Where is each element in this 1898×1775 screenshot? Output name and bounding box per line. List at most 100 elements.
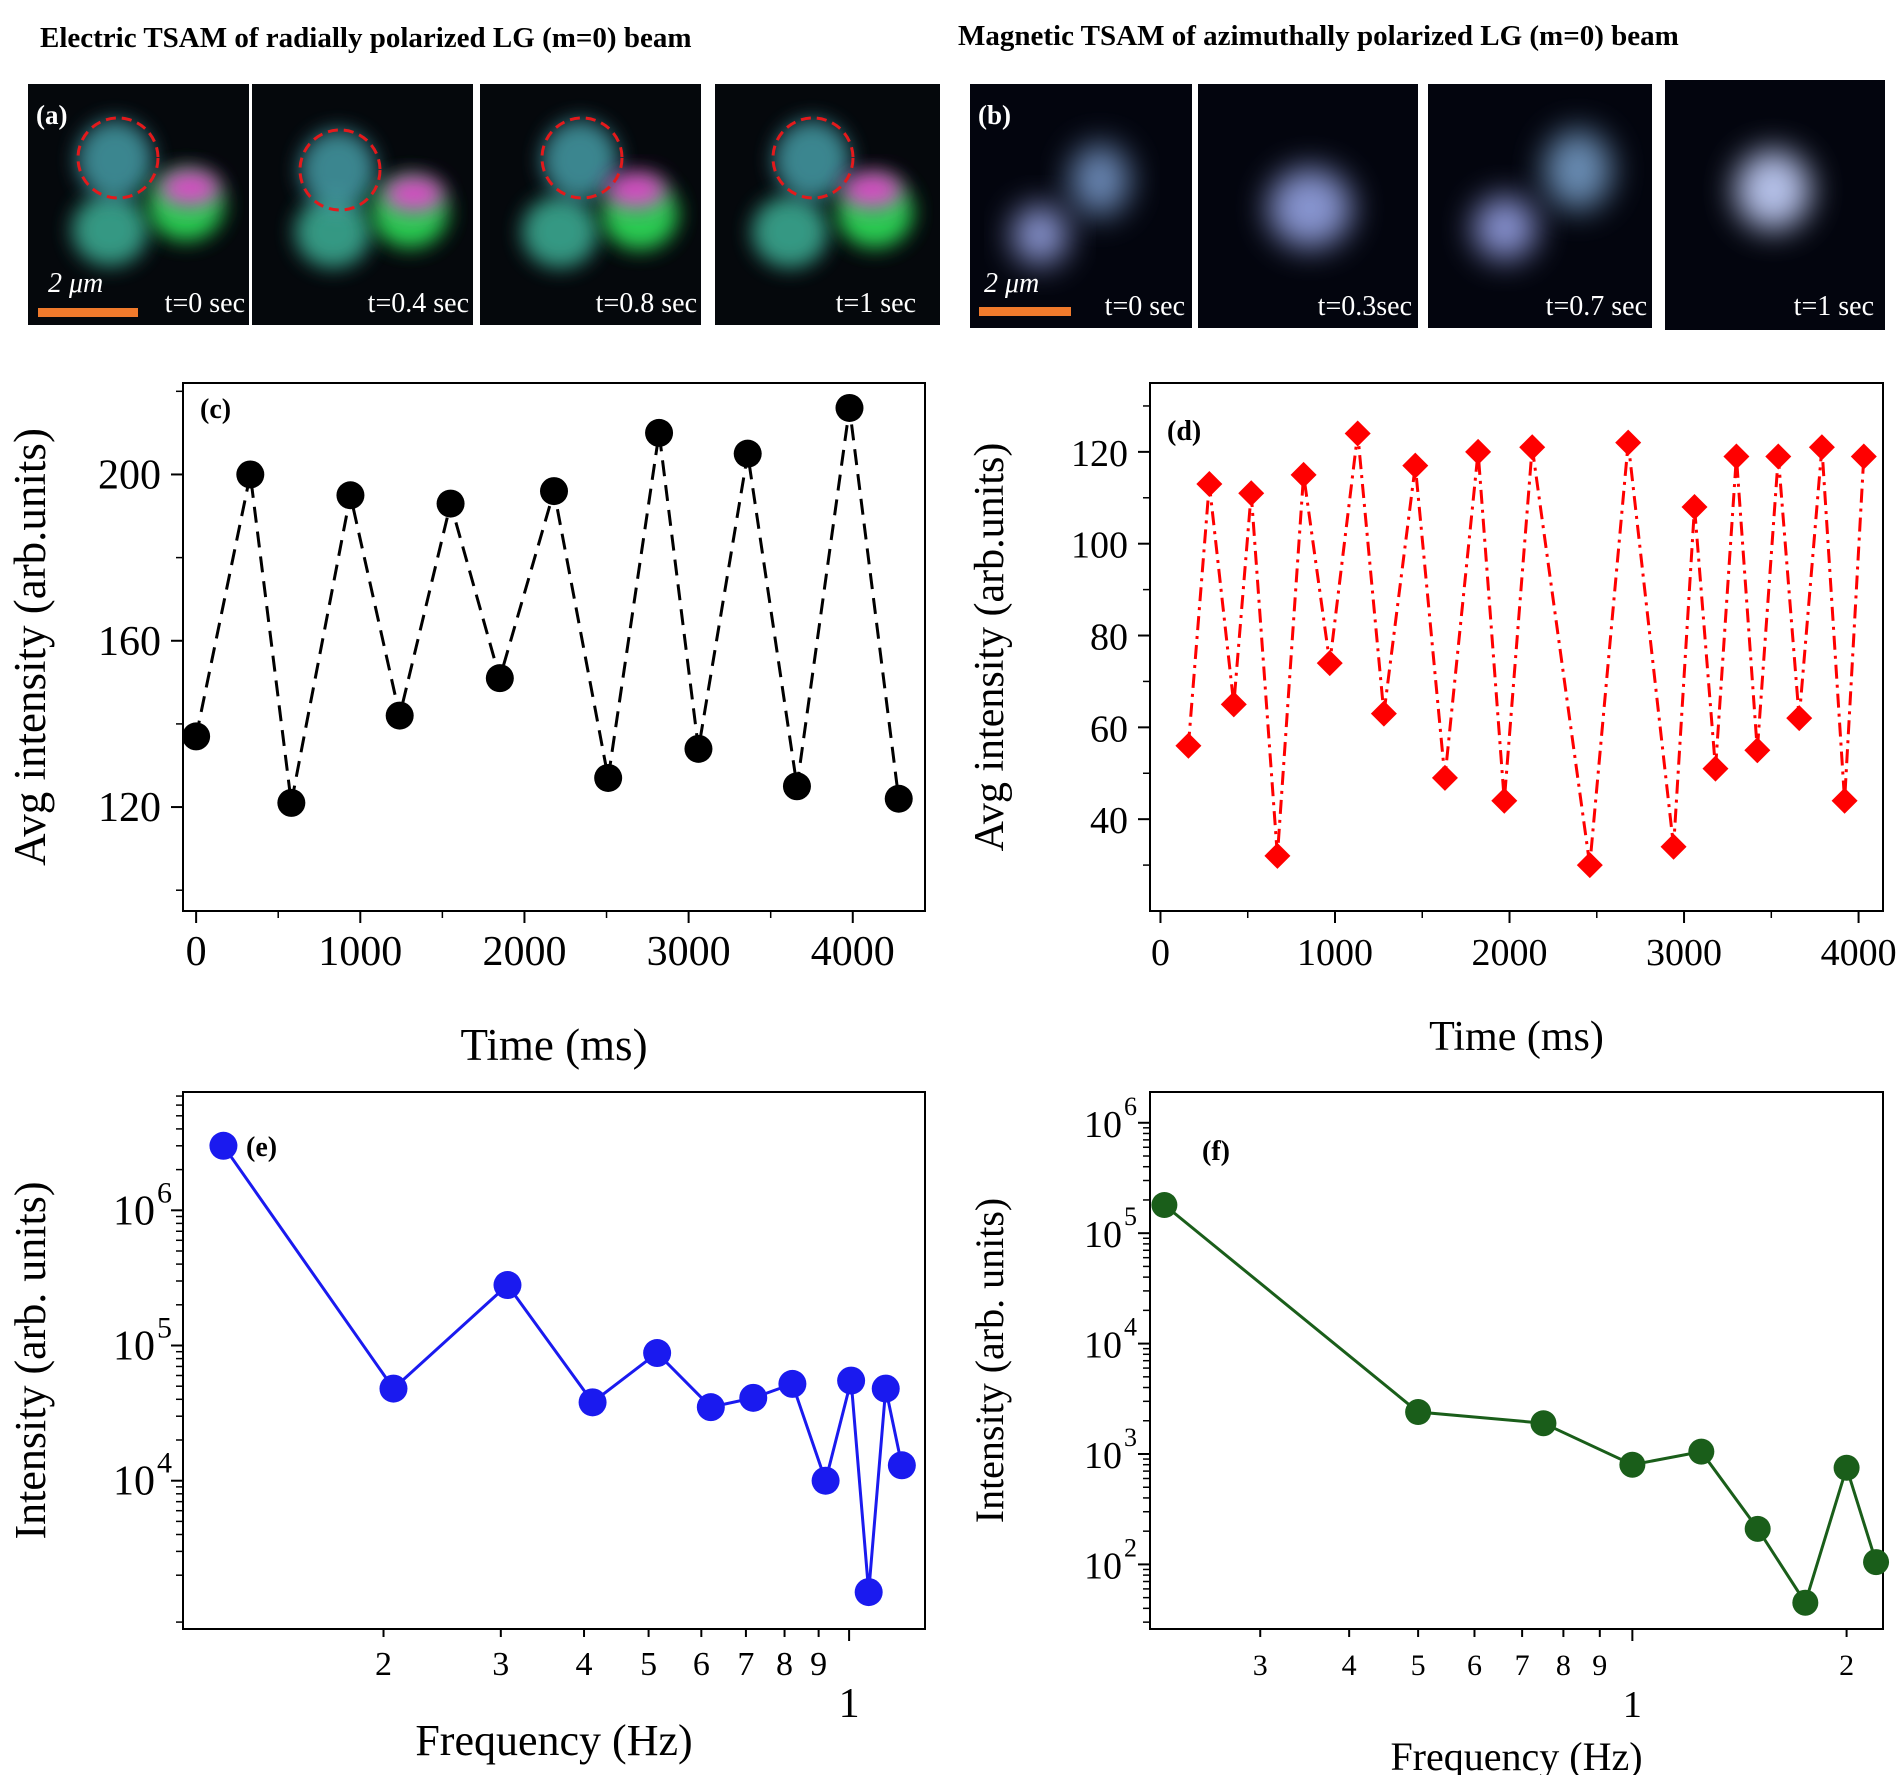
x-tick-label: 4 <box>1342 1649 1357 1682</box>
plot-frame <box>182 382 926 912</box>
y-tick-label: 10 <box>113 1324 155 1370</box>
x-axis-label: Frequency (Hz) <box>1390 1734 1642 1775</box>
data-point <box>182 722 211 751</box>
y-tick-exponent: 5 <box>157 1312 172 1345</box>
panel-label: (c) <box>200 394 231 425</box>
data-point <box>1519 434 1546 461</box>
data-point <box>643 1339 672 1368</box>
frame-time-label: t=1 sec <box>836 288 916 319</box>
y-tick-label: 200 <box>98 452 161 498</box>
x-axis-label: Time (ms) <box>460 1020 647 1070</box>
x-tick-label: 8 <box>776 1646 793 1683</box>
data-point <box>1765 443 1792 470</box>
x-tick-label: 0 <box>1151 932 1170 974</box>
y-tick-label: 120 <box>1071 433 1128 475</box>
x-tick-label: 2 <box>375 1646 392 1683</box>
x-tick-label: 9 <box>1592 1649 1607 1682</box>
y-tick-exponent: 5 <box>1124 1202 1137 1231</box>
frame-time-label: t=0 sec <box>165 288 245 319</box>
data-point <box>1850 443 1877 470</box>
frame-a-1: 2 μm (a) t=0 sec <box>28 84 249 325</box>
data-point <box>1723 443 1750 470</box>
data-point <box>1370 700 1397 727</box>
x-tick-label: 1 <box>1623 1684 1642 1726</box>
data-point <box>854 1578 883 1607</box>
tracked-particle-circle <box>540 116 624 200</box>
data-point <box>1431 764 1458 791</box>
x-tick-label: 6 <box>693 1646 710 1683</box>
y-tick-label: 10 <box>113 1188 155 1234</box>
tracked-particle-circle <box>771 116 855 200</box>
data-point <box>1402 452 1429 479</box>
data-point <box>236 460 265 489</box>
plot-frame <box>1149 1091 1884 1630</box>
scale-bar <box>979 307 1071 316</box>
x-tick-label: 1000 <box>1297 932 1373 974</box>
x-tick-label: 5 <box>1411 1649 1426 1682</box>
panel-label: (d) <box>1167 416 1201 447</box>
data-point <box>1660 833 1687 860</box>
y-tick-label: 10 <box>1084 1104 1122 1146</box>
x-tick-label: 3000 <box>647 929 731 975</box>
chart-d-time-series: 0 1000 2000 3000 4000 40 60 80 100 120 Time (ms) Av… <box>967 382 1897 1060</box>
y-tick-label: 60 <box>1090 708 1128 750</box>
data-point <box>385 701 414 730</box>
frame-a-4: t=1 sec <box>715 84 940 325</box>
y-tick-label: 10 <box>1084 1545 1122 1587</box>
panel-label-a: (a) <box>36 100 67 130</box>
data-point <box>1744 1515 1771 1542</box>
plot-frame <box>182 1091 926 1630</box>
panel-label-b: (b) <box>978 100 1011 130</box>
tracked-particle-circle <box>76 116 160 200</box>
data-point <box>811 1466 840 1495</box>
series-line <box>1186 433 1866 866</box>
x-tick-label: 9 <box>810 1646 827 1683</box>
y-tick-label: 10 <box>1084 1325 1122 1367</box>
scale-bar-label: 2 μm <box>984 268 1039 299</box>
data-point <box>277 788 306 817</box>
data-point <box>884 784 913 813</box>
data-point <box>594 763 623 792</box>
data-point <box>1688 1438 1715 1465</box>
series-line <box>1163 1203 1878 1607</box>
y-tick-exponent: 4 <box>1124 1313 1137 1342</box>
data-point <box>1175 732 1202 759</box>
frame-b-1: 2 μm (b) t=0 sec <box>970 84 1192 328</box>
y-axis-label: Intensity (arb. units) <box>967 1198 1012 1524</box>
frame-a-3: t=0.8 sec <box>480 84 701 325</box>
x-tick-label: 1 <box>839 1681 860 1727</box>
frame-time-label: t=1 sec <box>1794 291 1874 322</box>
frame-time-label: t=0.8 sec <box>596 288 697 319</box>
y-axis-label: Avg intensity (arb.units) <box>967 443 1013 852</box>
data-point <box>1151 1192 1178 1219</box>
y-axis-label: Intensity (arb. units) <box>6 1181 55 1539</box>
y-tick-label: 80 <box>1090 617 1128 659</box>
plot-frame <box>1149 382 1884 912</box>
x-axis-label: Time (ms) <box>1429 1014 1604 1060</box>
scale-bar <box>38 308 138 317</box>
data-point <box>1316 650 1343 677</box>
image-strip-a: 2 μm (a) t=0 sec t=0.4 sec t=0.8 sec <box>28 84 940 325</box>
data-point <box>1290 461 1317 488</box>
y-tick-exponent: 6 <box>1124 1092 1137 1121</box>
title-electric-tsam: Electric TSAM of radially polarized LG (… <box>40 22 691 54</box>
x-tick-label: 3 <box>1253 1649 1268 1682</box>
data-point <box>1576 852 1603 879</box>
data-point <box>887 1451 916 1480</box>
data-point <box>578 1388 607 1417</box>
x-tick-label: 2000 <box>482 929 566 975</box>
data-point <box>1863 1549 1890 1576</box>
data-point <box>1792 1589 1819 1616</box>
frame-b-4: t=1 sec <box>1665 80 1885 330</box>
y-tick-label: 10 <box>1084 1435 1122 1477</box>
data-point <box>540 477 568 506</box>
x-tick-label: 3 <box>492 1646 509 1683</box>
data-point <box>1264 842 1291 869</box>
data-point <box>696 1393 725 1422</box>
data-point <box>209 1131 238 1160</box>
data-point <box>1808 434 1835 461</box>
y-tick-label: 120 <box>98 785 161 831</box>
x-tick-label: 7 <box>737 1646 754 1683</box>
data-point <box>733 439 762 468</box>
series-line <box>222 1144 904 1593</box>
